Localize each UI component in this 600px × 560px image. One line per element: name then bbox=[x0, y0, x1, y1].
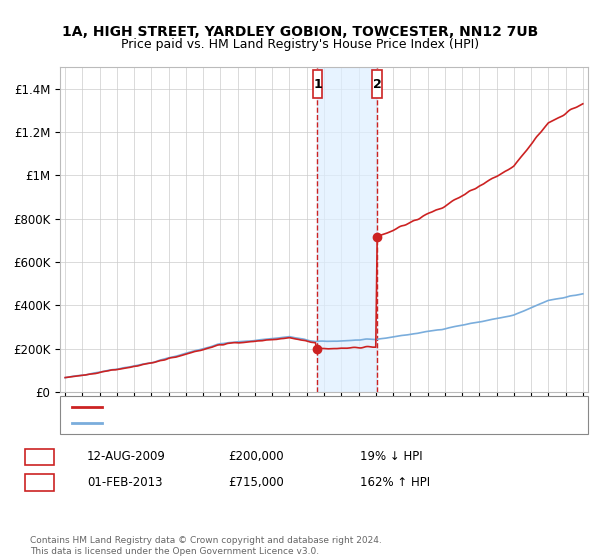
Text: 1: 1 bbox=[313, 78, 322, 91]
Text: Price paid vs. HM Land Registry's House Price Index (HPI): Price paid vs. HM Land Registry's House … bbox=[121, 38, 479, 51]
Text: 1: 1 bbox=[35, 450, 44, 464]
Text: 01-FEB-2013: 01-FEB-2013 bbox=[87, 475, 163, 489]
Text: HPI: Average price, detached house, West Northamptonshire: HPI: Average price, detached house, West… bbox=[108, 418, 425, 428]
Text: 19% ↓ HPI: 19% ↓ HPI bbox=[360, 450, 422, 464]
Bar bbox=[373, 71, 382, 98]
Text: 12-AUG-2009: 12-AUG-2009 bbox=[87, 450, 166, 464]
Bar bbox=[313, 71, 322, 98]
Text: 2: 2 bbox=[373, 78, 382, 91]
Bar bbox=[317, 67, 377, 392]
Text: 162% ↑ HPI: 162% ↑ HPI bbox=[360, 475, 430, 489]
Text: 1A, HIGH STREET, YARDLEY GOBION, TOWCESTER, NN12 7UB (detached house): 1A, HIGH STREET, YARDLEY GOBION, TOWCEST… bbox=[108, 402, 523, 412]
Text: Contains HM Land Registry data © Crown copyright and database right 2024.
This d: Contains HM Land Registry data © Crown c… bbox=[30, 536, 382, 556]
Text: 1A, HIGH STREET, YARDLEY GOBION, TOWCESTER, NN12 7UB: 1A, HIGH STREET, YARDLEY GOBION, TOWCEST… bbox=[62, 25, 538, 39]
Text: 2: 2 bbox=[35, 475, 44, 489]
Text: £200,000: £200,000 bbox=[228, 450, 284, 464]
Text: £715,000: £715,000 bbox=[228, 475, 284, 489]
